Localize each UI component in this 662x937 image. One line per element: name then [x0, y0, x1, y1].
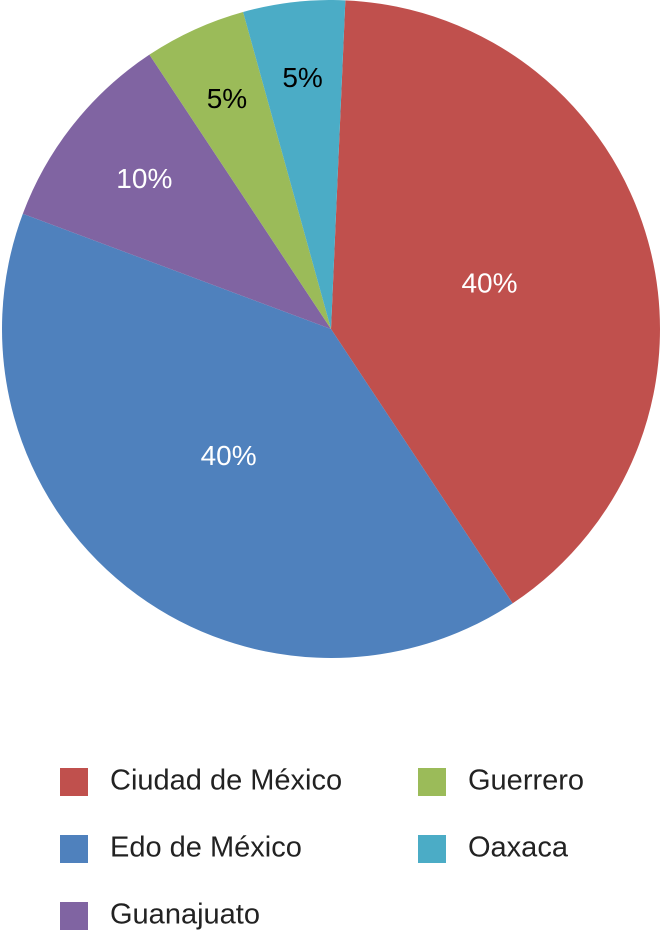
legend-label: Guerrero — [468, 765, 584, 797]
data-label: 40% — [201, 440, 257, 471]
data-label: 5% — [282, 62, 322, 93]
data-label: 10% — [116, 163, 172, 194]
legend-swatch — [418, 835, 446, 863]
pie-slice — [22, 54, 332, 330]
pie-slice — [149, 11, 331, 330]
legend-swatch — [60, 768, 88, 796]
legend-label: Ciudad de México — [110, 765, 342, 797]
legend-swatch — [418, 768, 446, 796]
legend-label: Oaxaca — [468, 832, 569, 864]
legend-swatch — [60, 902, 88, 930]
legend-label: Edo de México — [110, 832, 302, 864]
pie-slice — [1, 213, 513, 659]
legend-label: Guanajuato — [110, 899, 260, 931]
data-label: 5% — [207, 83, 247, 114]
data-label: 40% — [461, 267, 517, 298]
pie-slice — [331, 0, 661, 604]
legend-swatch — [60, 835, 88, 863]
pie-slice — [243, 0, 346, 329]
